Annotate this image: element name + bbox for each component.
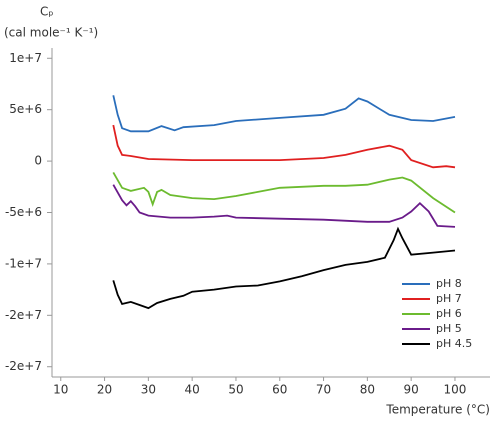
legend-label: pH 5 (436, 322, 462, 335)
x-tick-label: 100 (444, 383, 467, 397)
x-tick-label: 60 (272, 383, 287, 397)
y-axis-units: (cal mole⁻¹ K⁻¹) (4, 26, 98, 40)
x-tick-label: 40 (185, 383, 200, 397)
x-tick-label: 10 (53, 383, 68, 397)
x-axis-label: Temperature (°C) (385, 403, 490, 417)
legend-label: pH 8 (436, 277, 462, 290)
x-tick-label: 50 (228, 383, 243, 397)
legend-label: pH 7 (436, 292, 462, 305)
y-tick-label: 0 (34, 154, 42, 168)
x-tick-label: 80 (360, 383, 375, 397)
y-tick-label: -2e+7 (5, 308, 42, 322)
line-series (112, 184, 456, 228)
line-series (112, 171, 456, 214)
y-tick-label: -2e+7 (5, 359, 42, 373)
x-tick-label: 90 (404, 383, 419, 397)
line-series (112, 124, 456, 169)
legend-label: pH 4.5 (436, 337, 472, 350)
line-series (112, 95, 456, 133)
x-tick-label: 30 (141, 383, 156, 397)
x-tick-label: 20 (97, 383, 112, 397)
line-series (112, 226, 456, 310)
y-tick-label: 5e+6 (9, 102, 42, 116)
y-tick-label: 1e+7 (9, 51, 42, 65)
legend-label: pH 6 (436, 307, 462, 320)
y-tick-label: -1e+7 (5, 256, 42, 270)
y-axis-label: Cₚ (40, 5, 54, 19)
x-tick-label: 70 (316, 383, 331, 397)
y-tick-label: -5e+6 (5, 205, 42, 219)
